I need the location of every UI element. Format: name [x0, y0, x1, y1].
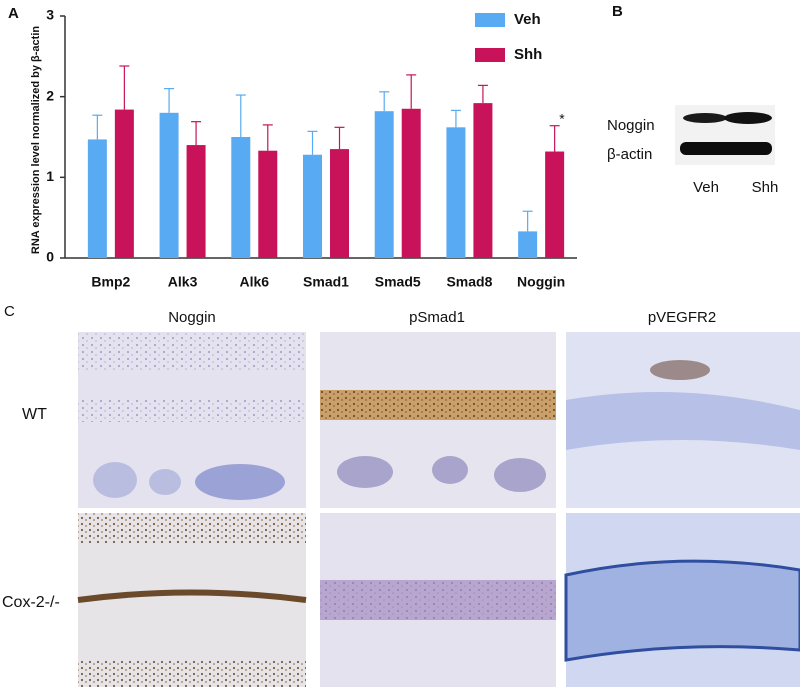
bar	[330, 149, 349, 258]
bar	[473, 103, 493, 259]
bar	[303, 154, 322, 258]
x-tick-label: Alk6	[239, 274, 269, 290]
blot-column-label: Shh	[752, 179, 779, 196]
blot-row-label: β-actin	[607, 146, 652, 163]
x-tick-label: Bmp2	[91, 274, 130, 290]
legend-label: Shh	[514, 46, 542, 63]
blot-band	[724, 112, 772, 124]
bar	[446, 127, 466, 258]
x-tick-label: Smad5	[375, 274, 421, 290]
micrograph	[320, 332, 556, 508]
legend-label: Veh	[514, 11, 541, 28]
y-axis-label: RNA expression level normalized by β-act…	[30, 26, 42, 254]
bar	[87, 139, 107, 258]
blot-row-label: Noggin	[607, 117, 655, 134]
bar	[114, 109, 134, 258]
y-tick-label: 2	[46, 87, 54, 103]
micrograph	[78, 332, 306, 508]
y-tick-label: 3	[46, 7, 54, 23]
y-tick-label: 0	[46, 249, 54, 265]
x-tick-label: Smad8	[446, 274, 492, 290]
column-header: pVEGFR2	[648, 309, 716, 326]
micrographs	[77, 332, 800, 687]
micrograph	[566, 332, 800, 508]
bar	[159, 112, 179, 258]
micrograph	[320, 513, 556, 687]
bar	[518, 231, 538, 258]
bar	[374, 111, 394, 258]
y-tick-label: 1	[46, 168, 54, 184]
legend-swatch	[475, 48, 505, 62]
x-tick-label: Alk3	[168, 274, 198, 290]
bar	[401, 108, 421, 259]
column-header: pSmad1	[409, 309, 465, 326]
blot-band	[680, 142, 772, 155]
bar	[545, 151, 565, 258]
panel-label: A	[8, 5, 19, 22]
legend-swatch	[475, 13, 505, 27]
row-label: Cox-2-/-	[2, 594, 60, 611]
panel-label: B	[612, 3, 623, 20]
blot-column-label: Veh	[693, 179, 719, 196]
x-tick-label: Noggin	[517, 274, 565, 290]
panel-label: C	[4, 303, 15, 320]
micrograph	[564, 513, 800, 687]
bar	[258, 150, 278, 258]
column-header: Noggin	[168, 309, 216, 326]
row-label: WT	[22, 406, 47, 423]
blot-band	[683, 113, 727, 123]
bar	[231, 137, 251, 258]
bar	[186, 145, 206, 258]
x-tick-label: Smad1	[303, 274, 349, 290]
micrograph	[77, 513, 307, 687]
annotation: *	[559, 111, 565, 127]
